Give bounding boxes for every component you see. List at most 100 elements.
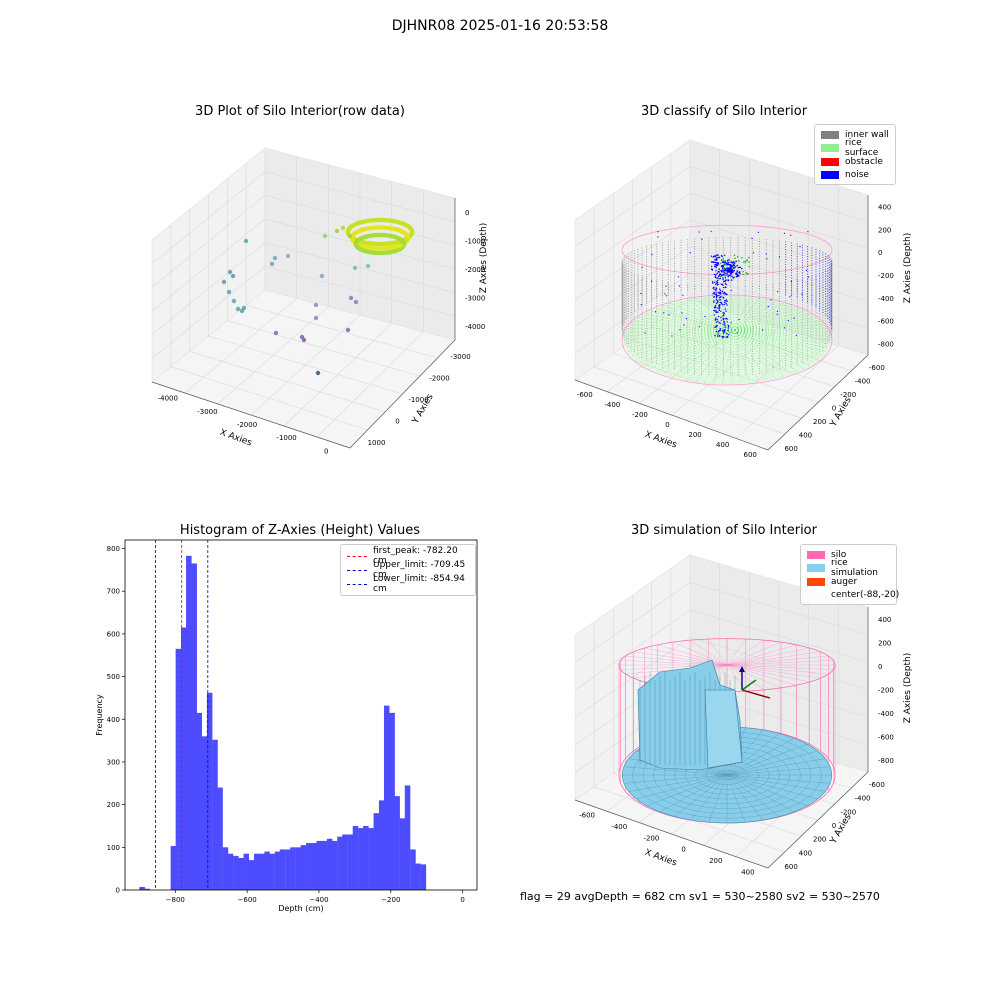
x-tick-label: -4000 (158, 395, 178, 403)
noise-point (731, 269, 734, 272)
noise-point (735, 272, 738, 275)
silo-roof-rib (726, 640, 765, 666)
panel-3-legend: first_peak: -782.20 cm Upper_limit: -709… (340, 544, 476, 596)
rice-surface-ray (638, 329, 736, 363)
noise-point (784, 327, 786, 329)
z-tick-label: 0 (465, 209, 469, 217)
obstacle-point (737, 271, 739, 274)
histogram-bar (269, 853, 275, 890)
rice-surface-ray (734, 302, 784, 331)
noise-point (808, 276, 810, 278)
noise-point (724, 300, 726, 302)
rice-surface-ray (734, 329, 784, 378)
noise-point (718, 256, 720, 259)
legend-label: rice simulation (831, 558, 878, 579)
panel-4-x-axis-label: X Axies (643, 848, 678, 869)
silo-roof-rib (726, 660, 834, 666)
histogram-bar (238, 857, 244, 890)
noise-point (717, 279, 719, 282)
legend-swatch (807, 591, 825, 599)
z-tick-label: 200 (878, 639, 891, 647)
y-tick-label: -200 (840, 391, 856, 399)
panel-1-z-axis-label: Z Axies (Depth) (479, 223, 489, 294)
rice-surface-ray (662, 329, 736, 375)
legend-item-obstacle: obstacle (821, 155, 889, 169)
obstacle-point (719, 275, 722, 278)
histogram-bar (394, 796, 400, 890)
noise-point (722, 332, 725, 334)
grid-line (151, 171, 456, 264)
noise-point (727, 275, 729, 278)
legend-line (347, 555, 367, 557)
noise-point (719, 277, 722, 280)
panel-1-ticks: -4000 -3000 -2000 -1000 0 1000 0 -1000 -2000 -300… (158, 209, 486, 455)
noise-point (776, 313, 778, 315)
noise-point (716, 318, 718, 321)
obstacle-point (734, 260, 737, 263)
panel-4-ticks: -600-400-20002004006004002000-200-400-60… (579, 616, 894, 877)
noise-point (713, 314, 715, 316)
noise-point (716, 277, 718, 280)
rice-surface-ray (734, 329, 799, 373)
data-point (243, 238, 249, 244)
noise-point (726, 321, 728, 323)
noise-point (723, 280, 725, 283)
grid-line (574, 609, 869, 691)
noise-point (718, 322, 720, 324)
silo-roof-rib (726, 664, 829, 675)
noise-point (681, 312, 683, 314)
legend-label: Upper_limit: -709.45 cm (373, 560, 466, 580)
histogram-bar (274, 851, 281, 890)
panel-2-inner-wall-points (621, 224, 833, 386)
rice-surface-ray (670, 329, 736, 378)
histogram-bar (342, 834, 348, 890)
rice-surface-ray (662, 305, 736, 331)
noise-point (719, 293, 721, 295)
noise-point (718, 309, 720, 312)
noise-point (704, 315, 706, 318)
panel-2-legend: inner wall rice surface obstacle noise (814, 124, 896, 185)
noise-point (723, 331, 726, 333)
obstacle-point (734, 257, 736, 260)
obstacle-point (736, 255, 739, 258)
y-tick-label: -1000 (408, 396, 428, 404)
noise-point (714, 265, 716, 268)
histogram-x-axis-label: Depth (cm) (278, 904, 323, 913)
noise-point (718, 335, 720, 337)
x-tick-label: −200 (381, 896, 400, 904)
noise-point (715, 263, 717, 266)
panel-4-title: 3D simulation of Silo Interior (631, 523, 817, 538)
obstacle-point (722, 258, 724, 260)
noise-point (715, 292, 717, 294)
rice-mesh-ray (726, 774, 746, 823)
noise-point (719, 301, 721, 304)
noise-point (715, 257, 718, 259)
noise-point (715, 311, 717, 314)
noise-point (714, 306, 716, 308)
noise-point (718, 308, 720, 310)
rice-surface-ray (734, 313, 811, 331)
grid-line (670, 313, 852, 372)
obstacle-point (746, 260, 748, 262)
noise-point (727, 334, 730, 336)
legend-swatch (821, 171, 839, 180)
histogram-bars (139, 555, 427, 890)
noise-point (735, 275, 738, 278)
noise-point (734, 266, 737, 268)
noise-point (787, 320, 789, 322)
rice-surface-ray (734, 329, 830, 341)
y-tick-label: 100 (107, 844, 120, 852)
noise-point (719, 292, 722, 294)
noise-point (722, 273, 725, 276)
obstacle-point (748, 265, 751, 268)
z-tick-label: 400 (878, 203, 891, 211)
noise-point (717, 262, 719, 264)
legend-label: silo (831, 549, 847, 560)
x-tick-label: 200 (688, 431, 701, 439)
noise-point (757, 231, 760, 233)
obstacle-point (724, 274, 726, 277)
noise-point (738, 318, 740, 321)
legend-item-auger: auger (807, 575, 890, 589)
noise-point (725, 336, 727, 338)
silo-roof-rib (726, 638, 746, 666)
